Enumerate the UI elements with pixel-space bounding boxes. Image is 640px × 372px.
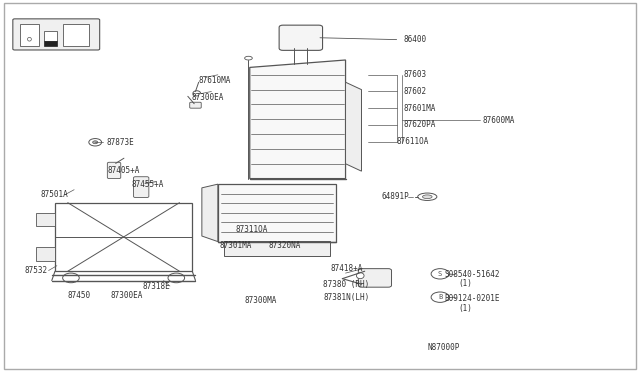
- Text: B: B: [438, 294, 442, 300]
- Ellipse shape: [418, 193, 437, 201]
- Circle shape: [63, 273, 79, 283]
- Polygon shape: [202, 184, 218, 241]
- Bar: [224, 241, 330, 256]
- Bar: [44, 32, 57, 41]
- Text: 87611OA: 87611OA: [397, 137, 429, 146]
- Polygon shape: [218, 184, 336, 241]
- Text: 87455+A: 87455+A: [132, 180, 164, 189]
- Text: 87311OA: 87311OA: [236, 225, 268, 234]
- Text: 87300EA: 87300EA: [191, 93, 223, 102]
- Text: 87602: 87602: [403, 87, 426, 96]
- Bar: [20, 25, 39, 46]
- Text: 87603: 87603: [403, 70, 426, 79]
- Circle shape: [168, 273, 184, 283]
- Text: B09124-0201E: B09124-0201E: [445, 294, 500, 303]
- Text: S: S: [438, 271, 442, 277]
- Text: 87301MA: 87301MA: [219, 241, 252, 250]
- Text: 86400: 86400: [403, 35, 426, 44]
- FancyBboxPatch shape: [13, 19, 100, 50]
- Text: 87380 (RH): 87380 (RH): [323, 280, 369, 289]
- Circle shape: [89, 138, 102, 146]
- Polygon shape: [250, 60, 346, 179]
- Text: 87601MA: 87601MA: [403, 104, 435, 113]
- Ellipse shape: [244, 56, 252, 60]
- FancyBboxPatch shape: [108, 162, 121, 179]
- Ellipse shape: [28, 37, 31, 41]
- Ellipse shape: [356, 273, 364, 279]
- Text: 87873E: 87873E: [106, 138, 134, 147]
- Text: 87501A: 87501A: [40, 190, 68, 199]
- Text: 87610MA: 87610MA: [198, 76, 231, 85]
- Bar: [36, 247, 55, 261]
- Text: 87318E: 87318E: [143, 282, 170, 291]
- Text: N87000P: N87000P: [428, 343, 460, 352]
- Text: 87600MA: 87600MA: [483, 116, 515, 125]
- Text: 87300EA: 87300EA: [111, 291, 143, 300]
- Text: 87620PA: 87620PA: [403, 121, 435, 129]
- Text: 87418+A: 87418+A: [331, 264, 364, 273]
- FancyBboxPatch shape: [134, 177, 149, 198]
- Circle shape: [431, 292, 449, 302]
- Text: 87450: 87450: [68, 291, 91, 300]
- Ellipse shape: [422, 195, 432, 199]
- Bar: [44, 41, 57, 46]
- Text: 64891P: 64891P: [381, 192, 409, 201]
- Bar: [36, 213, 55, 227]
- FancyBboxPatch shape: [189, 102, 201, 108]
- Circle shape: [93, 141, 98, 144]
- Polygon shape: [346, 82, 362, 171]
- Text: S08540-51642: S08540-51642: [445, 270, 500, 279]
- FancyBboxPatch shape: [358, 269, 392, 287]
- Text: (1): (1): [458, 304, 472, 313]
- Bar: [63, 25, 90, 46]
- Text: 87405+A: 87405+A: [108, 166, 140, 174]
- Circle shape: [431, 269, 449, 279]
- Text: 87300MA: 87300MA: [244, 296, 277, 305]
- Text: 87320NA: 87320NA: [269, 241, 301, 250]
- FancyBboxPatch shape: [279, 25, 323, 50]
- Text: 87381N(LH): 87381N(LH): [323, 294, 369, 302]
- Text: (1): (1): [458, 279, 472, 288]
- Bar: [55, 203, 192, 271]
- Text: 87532: 87532: [25, 266, 48, 275]
